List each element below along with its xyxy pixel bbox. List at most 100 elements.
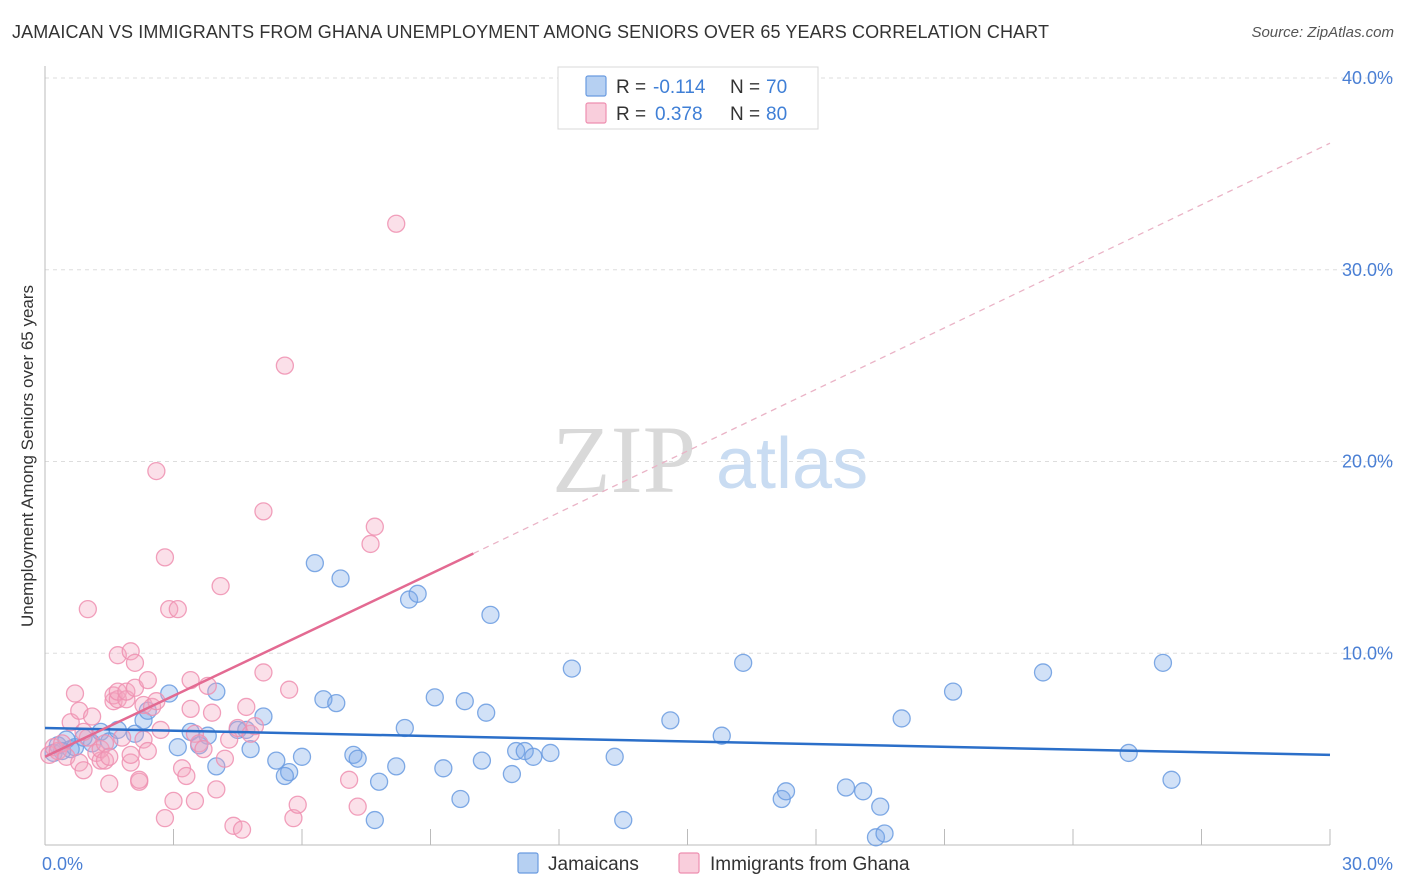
ghana-point-69 xyxy=(339,770,359,789)
ghana-point-58 xyxy=(224,816,243,835)
ghana-point-65 xyxy=(275,356,295,375)
ghana-point-50 xyxy=(185,791,205,811)
watermark-zip: ZIP xyxy=(552,406,696,513)
jamaicans-point-44 xyxy=(455,692,474,711)
ghana-point-27 xyxy=(121,753,140,772)
jamaicans-point-56 xyxy=(661,711,680,730)
jamaicans-point-69 xyxy=(1119,743,1138,763)
jamaicans-point-71 xyxy=(1153,653,1173,672)
legend-r-value-jamaicans: -0.114 xyxy=(653,77,706,98)
jamaicans-point-35 xyxy=(365,810,384,830)
ghana-point-6 xyxy=(65,684,85,703)
jamaicans-point-61 xyxy=(836,778,856,797)
jamaicans-point-58 xyxy=(734,653,753,672)
jamaicans-point-34 xyxy=(348,749,367,768)
ghana-point-54 xyxy=(207,780,226,799)
legend-n-value-jamaicans: 70 xyxy=(766,77,787,98)
jamaicans-point-54 xyxy=(605,747,624,766)
jamaicans-point-48 xyxy=(502,764,522,784)
jamaicans-point-43 xyxy=(451,789,470,809)
ghana-point-38 xyxy=(147,461,166,481)
legend-r-label-jamaicans: R = xyxy=(616,77,646,98)
series-jamaicans xyxy=(44,553,1181,847)
jamaicans-point-47 xyxy=(481,605,500,625)
jamaicans-point-46 xyxy=(477,703,496,722)
jamaicans-point-40 xyxy=(408,584,427,603)
ghana-point-75 xyxy=(100,747,119,766)
jamaicans-point-67 xyxy=(943,682,963,701)
legend-swatch-jamaicans xyxy=(585,75,607,97)
jamaicans-point-53 xyxy=(562,659,581,678)
ghana-point-64 xyxy=(254,502,273,521)
jamaicans-point-51 xyxy=(524,747,543,766)
watermark: ZIP atlas xyxy=(552,406,868,513)
ghana-point-63 xyxy=(254,663,273,682)
ghana-point-46 xyxy=(177,766,196,786)
jamaicans-point-32 xyxy=(331,569,350,588)
jamaicans-point-70 xyxy=(1162,770,1181,789)
legend-n-label-jamaicans: N = xyxy=(730,77,760,98)
jamaicans-point-60 xyxy=(776,782,796,801)
y-tick-label-2: 30.0% xyxy=(1342,260,1393,280)
ghana-point-72 xyxy=(365,517,384,536)
ghana-point-70 xyxy=(348,797,367,816)
ghana-point-28 xyxy=(121,642,140,661)
ghana-point-55 xyxy=(211,576,230,596)
jamaicans-point-37 xyxy=(387,757,406,776)
legend-r-label-ghana: R = xyxy=(616,104,646,125)
ghana-point-49 xyxy=(185,724,205,743)
trend-line-ghana xyxy=(44,552,474,758)
ghana-point-47 xyxy=(181,699,200,719)
ghana-point-32 xyxy=(130,770,149,789)
ghana-point-73 xyxy=(387,214,406,233)
source-label: Source: ZipAtlas.com xyxy=(1251,24,1394,41)
jamaicans-point-55 xyxy=(614,810,633,830)
ghana-point-66 xyxy=(279,680,299,699)
ghana-point-78 xyxy=(245,716,265,736)
ghana-point-18 xyxy=(100,774,119,793)
bottom-legend: Jamaicans Immigrants from Ghana xyxy=(517,852,910,875)
trend-lines xyxy=(44,142,1331,758)
jamaicans-point-64 xyxy=(871,797,890,816)
ghana-point-36 xyxy=(138,741,157,761)
jamaicans-point-68 xyxy=(1033,663,1053,682)
y-tick-label-3: 40.0% xyxy=(1342,68,1393,88)
jamaicans-point-25 xyxy=(267,751,286,770)
chart-title: JAMAICAN VS IMMIGRANTS FROM GHANA UNEMPL… xyxy=(12,22,1050,42)
jamaicans-point-27 xyxy=(275,766,295,786)
jamaicans-point-28 xyxy=(292,747,312,766)
series-ghana xyxy=(40,214,406,839)
jamaicans-point-29 xyxy=(305,553,325,573)
bottom-legend-swatch-jamaicans xyxy=(517,852,539,874)
ghana-point-67 xyxy=(284,809,303,828)
jamaicans-point-41 xyxy=(425,688,444,707)
ghana-point-11 xyxy=(78,599,97,619)
jamaicans-point-38 xyxy=(395,718,414,738)
jamaicans-point-65 xyxy=(875,824,894,843)
ghana-point-40 xyxy=(155,809,175,828)
ghana-point-60 xyxy=(232,820,252,839)
jamaicans-point-52 xyxy=(541,743,560,763)
ghana-point-43 xyxy=(164,791,183,811)
ghana-point-17 xyxy=(95,734,115,753)
ghana-point-26 xyxy=(117,682,136,701)
trend-line-ghana-projection xyxy=(473,142,1331,555)
legend-swatch-ghana xyxy=(585,102,607,124)
ghana-point-61 xyxy=(237,697,256,717)
y-tick-label-1: 20.0% xyxy=(1342,452,1393,472)
y-tick-labels: 10.0% 20.0% 30.0% 40.0% xyxy=(1342,68,1393,663)
ghana-point-30 xyxy=(125,653,145,672)
jamaicans-point-36 xyxy=(369,772,389,791)
bottom-legend-ghana: Immigrants from Ghana xyxy=(710,854,910,875)
jamaicans-point-42 xyxy=(434,759,453,778)
bottom-legend-jamaicans: Jamaicans xyxy=(548,854,639,875)
grid-lines xyxy=(45,77,1395,654)
y-axis-label: Unemployment Among Seniors over 65 years xyxy=(18,285,37,627)
ghana-point-41 xyxy=(155,548,175,567)
ghana-point-24 xyxy=(112,728,132,747)
x-tick-label-1: 30.0% xyxy=(1342,854,1393,874)
legend-n-value-ghana: 80 xyxy=(766,104,787,125)
bottom-legend-swatch-ghana xyxy=(678,852,700,874)
trend-line-jamaicans xyxy=(44,726,1331,757)
